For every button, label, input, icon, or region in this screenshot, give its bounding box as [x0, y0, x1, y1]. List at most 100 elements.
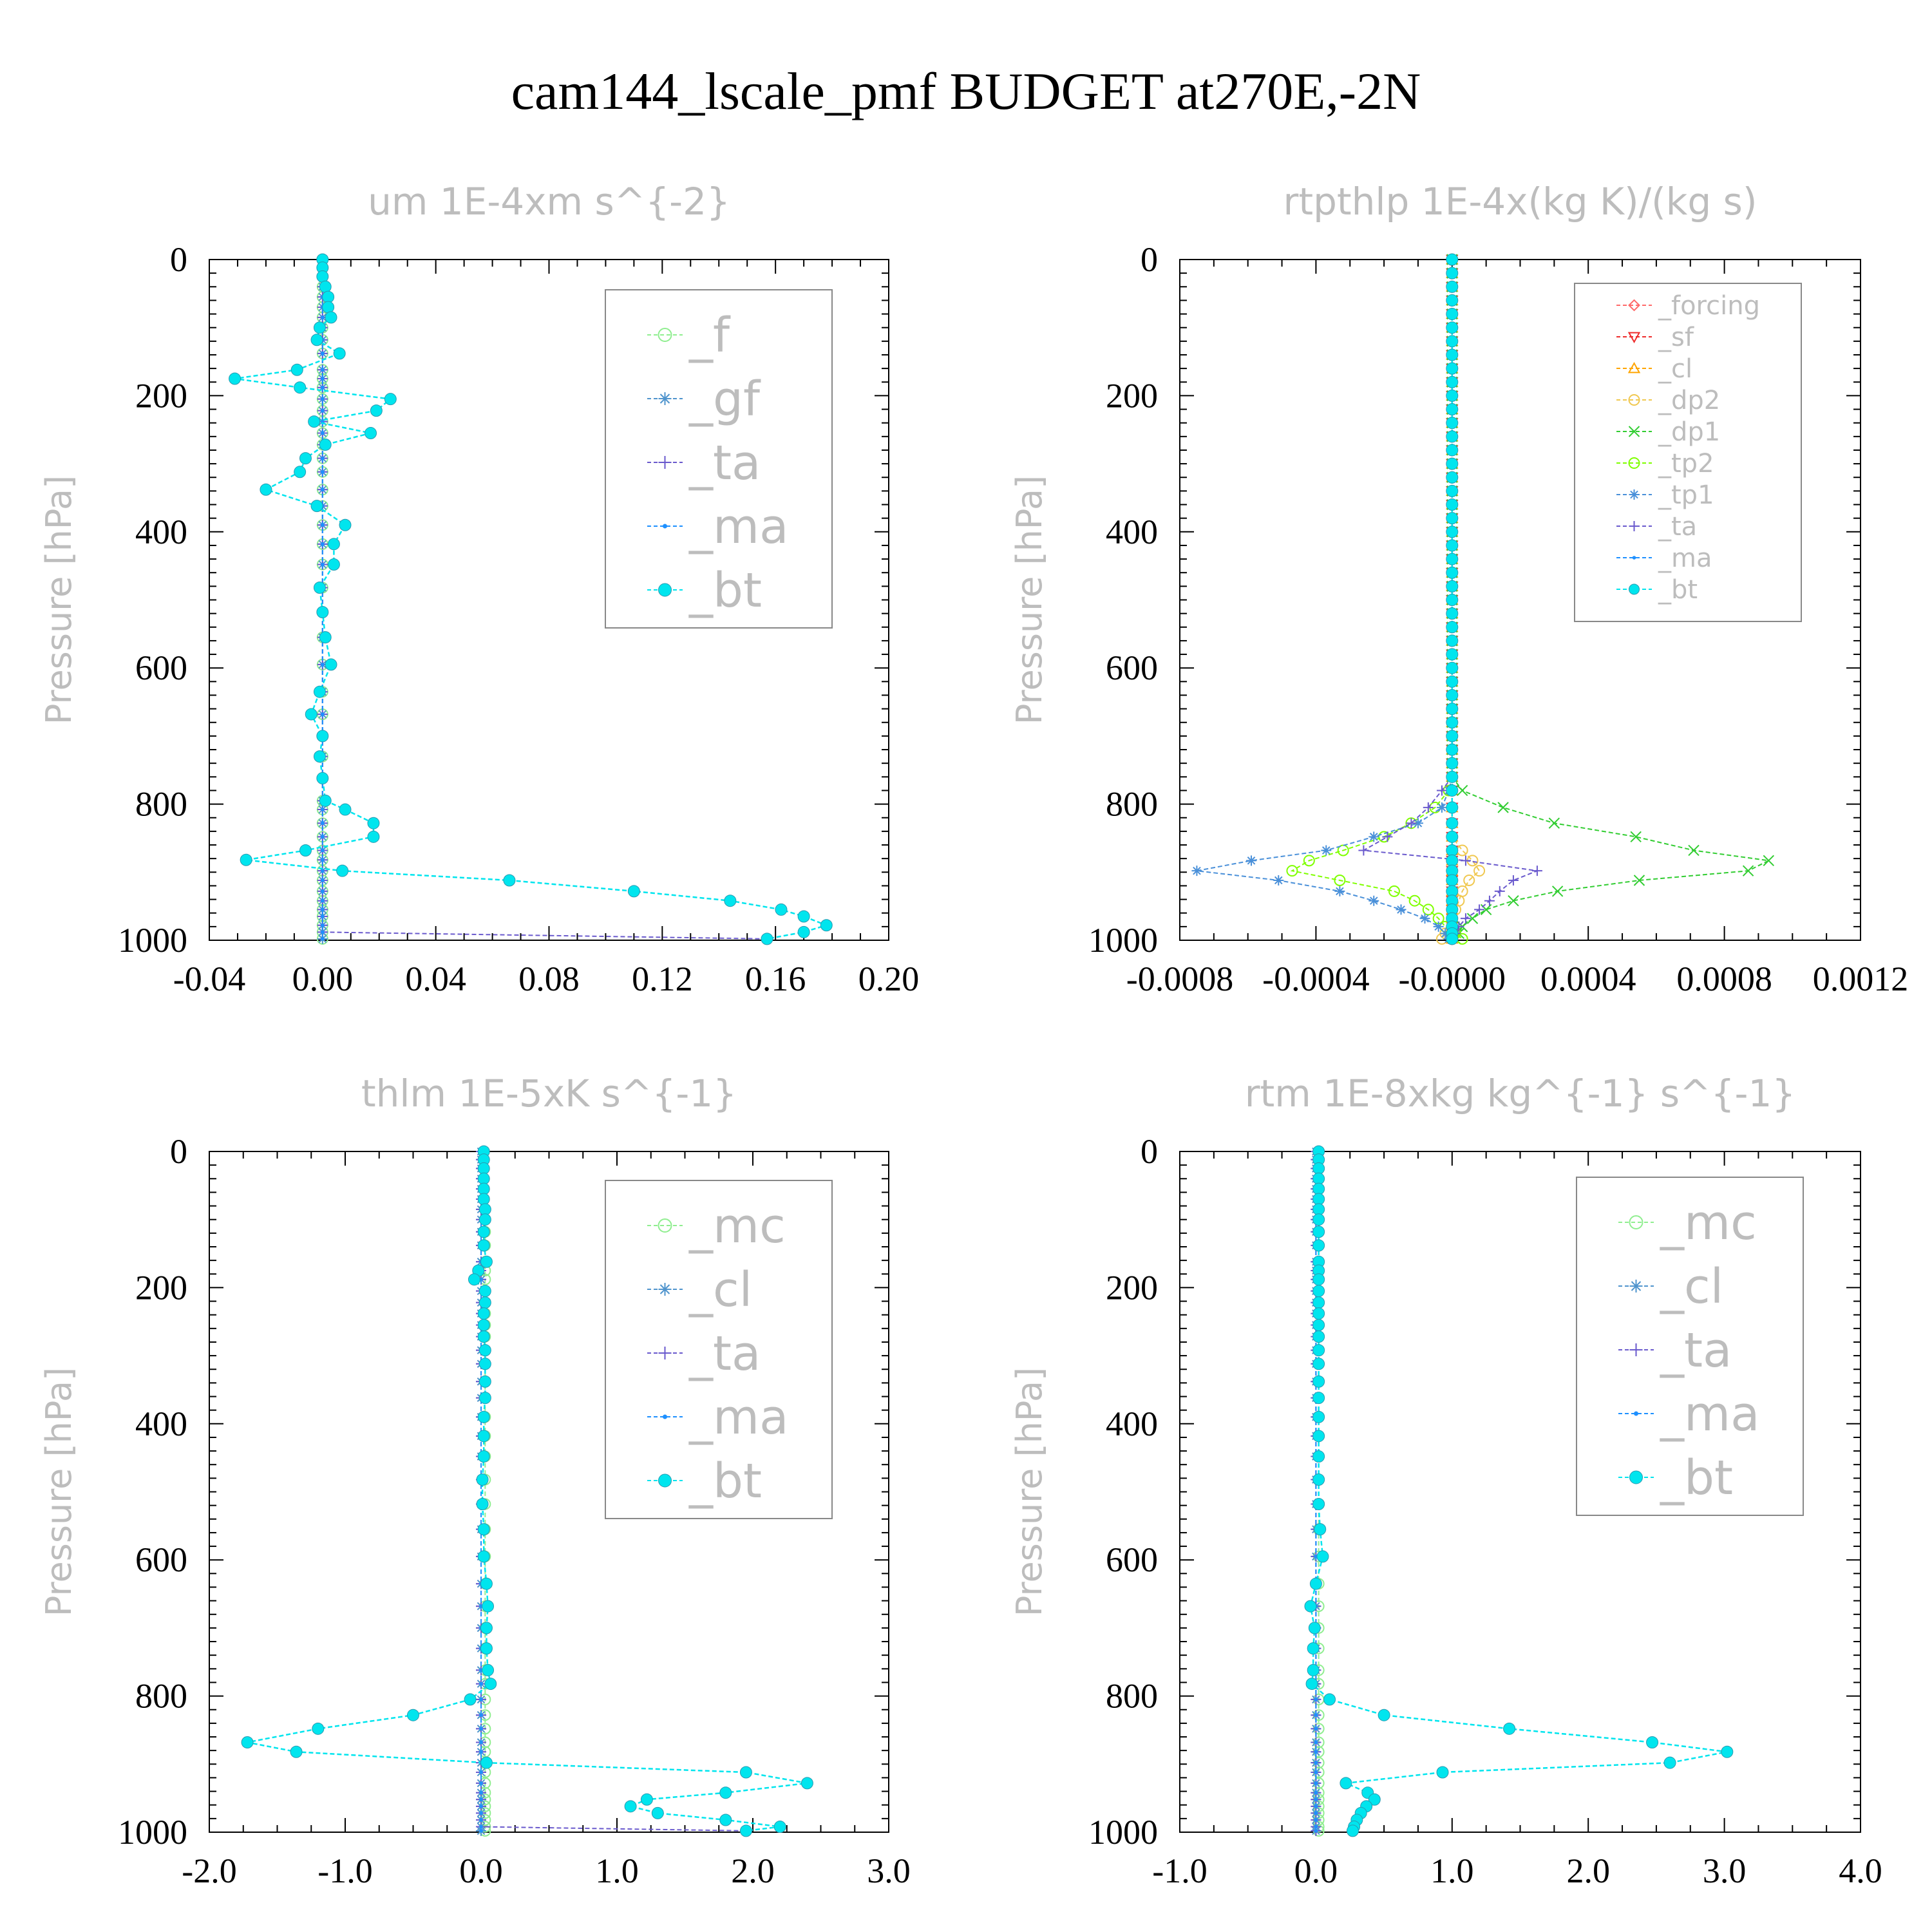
series-dp2 [1435, 254, 1486, 945]
y-tick-label: 200 [1106, 1268, 1158, 1307]
data-point [1646, 1736, 1659, 1748]
data-point [1312, 1331, 1325, 1343]
x-tick-label: 1.0 [1430, 1852, 1474, 1890]
data-point [479, 1811, 483, 1815]
legend-box [605, 289, 833, 629]
panel-title: thlm 1E-5xK s^{-1} [361, 1072, 737, 1115]
data-point [479, 1781, 483, 1785]
data-point [1314, 1727, 1318, 1731]
y-tick-label: 0 [170, 240, 187, 279]
y-tick-label: 0 [1141, 1132, 1158, 1171]
legend-box [1574, 283, 1802, 622]
legend-label: _sf [1658, 323, 1694, 352]
data-point [321, 848, 325, 853]
data-point [1446, 430, 1459, 443]
y-tick-label: 600 [135, 649, 187, 687]
y-tick-label: 200 [135, 376, 187, 415]
y-tick-label: 600 [1106, 1540, 1158, 1579]
series-line [1451, 260, 1771, 940]
data-point [325, 311, 337, 324]
data-point [1473, 865, 1486, 877]
data-point [1312, 1296, 1325, 1309]
x-tick-label: 0.12 [632, 960, 693, 998]
data-point [319, 280, 332, 293]
data-point [321, 821, 325, 825]
data-point [321, 352, 325, 355]
data-point [477, 1172, 490, 1185]
data-point [1721, 1745, 1734, 1758]
y-tick-label: 400 [1106, 1405, 1158, 1443]
data-point [321, 316, 325, 319]
data-point [321, 456, 325, 460]
y-tick-label: 600 [135, 1540, 187, 1579]
data-point [479, 1770, 483, 1774]
panel-rtm: rtm 1E-8xkg kg^{-1} s^{-1} Pressure [hPa]… [1009, 1072, 1882, 1890]
legend-label: _forcing [1658, 291, 1760, 321]
data-point [1446, 457, 1459, 470]
data-point [1497, 802, 1509, 813]
data-point [1314, 1781, 1318, 1785]
legend-marker [658, 392, 672, 405]
data-point [1312, 1273, 1325, 1286]
data-point [724, 895, 737, 907]
data-point [1446, 294, 1459, 307]
data-point [1688, 844, 1700, 857]
data-point [1548, 817, 1560, 829]
legend-marker [658, 456, 672, 469]
data-point [624, 1800, 637, 1813]
y-axis-label: Pressure [hPa] [39, 475, 79, 724]
data-point [1312, 1162, 1325, 1175]
data-point [1446, 484, 1459, 497]
data-point [1446, 770, 1459, 783]
data-point [321, 808, 325, 811]
data-point [316, 730, 329, 743]
series-line [483, 1151, 486, 1831]
legend-marker [1628, 426, 1640, 437]
legend-marker [658, 1218, 672, 1233]
data-point [322, 301, 335, 314]
legend-marker [663, 1414, 667, 1419]
data-point [1312, 1182, 1325, 1195]
data-point [1456, 844, 1468, 857]
data-point [1663, 1756, 1676, 1769]
x-tick-label: 4.0 [1839, 1852, 1882, 1890]
data-point [478, 1344, 491, 1357]
data-point [1742, 865, 1754, 876]
data-point [299, 844, 312, 857]
data-point [1314, 1740, 1318, 1745]
data-point [260, 483, 272, 496]
data-point [1446, 471, 1459, 484]
data-point [333, 347, 346, 360]
y-tick-label: 600 [1106, 649, 1158, 687]
data-point [1446, 854, 1459, 867]
data-point [1314, 1713, 1318, 1717]
y-axis-label: Pressure [hPa] [39, 1367, 79, 1616]
data-point [1419, 913, 1430, 924]
data-point [1446, 594, 1459, 606]
legend-marker [1629, 583, 1640, 595]
x-tick-label: 2.0 [1566, 1852, 1610, 1890]
legend-marker [1629, 1280, 1643, 1293]
data-point [719, 1814, 732, 1826]
legend-label: _dp1 [1658, 417, 1720, 447]
data-point [1531, 866, 1542, 876]
series-line [1309, 1151, 1728, 1832]
data-point [479, 1740, 483, 1745]
data-point [1440, 928, 1451, 939]
data-point [305, 708, 317, 721]
x-tick-label: 0.0 [459, 1852, 503, 1890]
data-point [321, 397, 325, 401]
data-point [739, 1766, 752, 1779]
data-point [308, 415, 321, 428]
y-tick-label: 800 [1106, 1677, 1158, 1716]
data-point [321, 914, 325, 918]
data-point [1446, 321, 1459, 334]
data-point [321, 878, 325, 882]
data-point [316, 772, 329, 784]
data-point [321, 663, 325, 667]
data-point [1446, 362, 1459, 375]
x-tick-label: 3.0 [867, 1852, 911, 1890]
data-point [321, 488, 325, 492]
data-point [1423, 802, 1434, 813]
